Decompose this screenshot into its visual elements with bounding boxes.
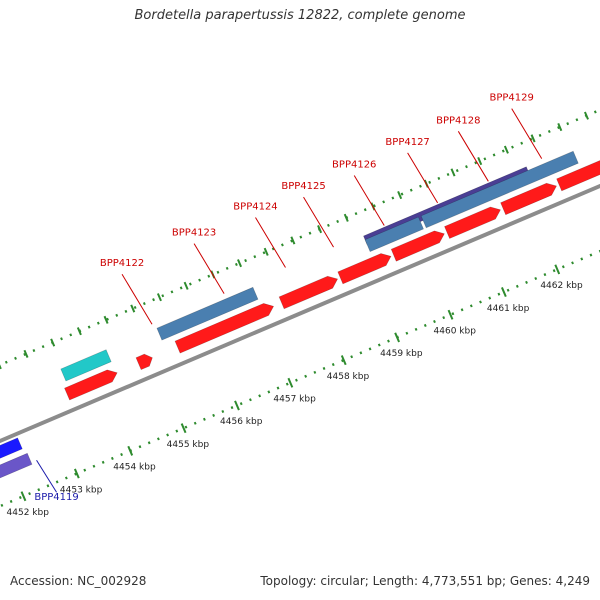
scale-tick-label: 4456 kbp bbox=[220, 417, 263, 427]
upper-guide-tick bbox=[103, 315, 109, 324]
upper-guide-tick bbox=[557, 122, 563, 132]
scale-tick-label: 4460 kbp bbox=[434, 326, 477, 336]
label-leader-line bbox=[407, 152, 439, 204]
upper-guide-tick bbox=[50, 338, 56, 347]
scale-tick bbox=[20, 491, 27, 502]
scale-tick bbox=[287, 377, 294, 388]
cds-red-7 bbox=[444, 206, 501, 239]
gene-label: BPP4123 bbox=[172, 228, 216, 239]
scale-tick-label: 4459 kbp bbox=[380, 349, 423, 359]
upper-guide-tick bbox=[130, 304, 136, 313]
feature-blocks bbox=[0, 150, 600, 479]
cds-red-2 bbox=[135, 353, 153, 370]
gene-label: BPP4126 bbox=[332, 160, 376, 171]
cds-red-3 bbox=[174, 303, 275, 354]
gene-label: BPP4119 bbox=[34, 492, 78, 503]
scale-tick bbox=[447, 309, 454, 320]
scale-tick bbox=[127, 445, 134, 456]
cds-red-9 bbox=[556, 160, 600, 192]
cds-red-8 bbox=[500, 182, 557, 216]
scale-tick-label: 4461 kbp bbox=[487, 304, 530, 314]
steel-blue-block-3 bbox=[420, 150, 579, 229]
slate-block-left bbox=[0, 452, 33, 479]
cds-red-1 bbox=[64, 369, 118, 401]
label-leader-line bbox=[457, 131, 489, 182]
cds-red-4 bbox=[278, 275, 339, 310]
upper-guide-tick bbox=[583, 111, 589, 120]
scale-tick bbox=[234, 400, 240, 411]
gene-labels: BPP4119 BPP4122 BPP4123 BPP4124 BPP4125 BPP41… bbox=[34, 93, 543, 503]
upper-guide-tick bbox=[183, 281, 189, 290]
upper-guide-tick bbox=[0, 364, 2, 370]
upper-guide-tick bbox=[156, 293, 162, 302]
scale-tick-label: 4462 kbp bbox=[540, 281, 583, 291]
scale-tick bbox=[180, 423, 187, 434]
upper-guide-tick bbox=[343, 213, 349, 222]
upper-guide-tick bbox=[530, 134, 536, 143]
scale-tick bbox=[394, 332, 400, 343]
scale-ticks: 4452 kbp 4453 kbp 4454 kbp 4455 kbp 4456 kbp… bbox=[0, 111, 589, 518]
gene-label: BPP4129 bbox=[490, 93, 534, 104]
label-leader-line bbox=[511, 108, 543, 159]
scale-tick bbox=[73, 468, 80, 479]
upper-guide-tick bbox=[237, 259, 243, 268]
label-leader-line bbox=[193, 243, 225, 294]
scale-tick-label: 4453 kbp bbox=[60, 485, 103, 495]
cyan-block bbox=[60, 349, 112, 382]
genome-backbone bbox=[0, 183, 600, 444]
scale-tick-label: 4452 kbp bbox=[7, 508, 50, 518]
blue-block-left bbox=[0, 437, 23, 459]
scale-tick bbox=[501, 287, 507, 298]
label-leader-line bbox=[303, 196, 334, 248]
steel-blue-block-2 bbox=[364, 216, 424, 252]
cds-red-6 bbox=[390, 230, 445, 262]
upper-guide-tick bbox=[263, 247, 269, 256]
label-leader-line bbox=[36, 459, 57, 493]
gene-label: BPP4125 bbox=[281, 181, 325, 192]
upper-guide-tick bbox=[503, 145, 509, 154]
steel-blue-block-1 bbox=[156, 286, 259, 341]
label-leader-line bbox=[353, 175, 385, 226]
scale-tick bbox=[340, 355, 347, 366]
label-leader-line bbox=[121, 273, 153, 325]
upper-guide-tick bbox=[23, 349, 29, 358]
scale-tick-label: 4454 kbp bbox=[113, 463, 156, 473]
accession-text: Accession: NC_002928 bbox=[10, 574, 147, 588]
upper-guide-tick bbox=[76, 327, 82, 336]
scale-tick bbox=[554, 264, 561, 275]
gene-label: BPP4124 bbox=[233, 202, 277, 213]
cds-red-5 bbox=[337, 253, 392, 285]
label-leader-line bbox=[255, 217, 286, 268]
gene-label: BPP4128 bbox=[436, 115, 480, 126]
scale-tick-label: 4455 kbp bbox=[167, 440, 210, 450]
upper-guide-tick bbox=[317, 225, 323, 234]
topology-summary-text: Topology: circular; Length: 4,773,551 bp… bbox=[260, 574, 590, 588]
upper-guide-tick bbox=[290, 236, 296, 245]
scale-tick-label: 4457 kbp bbox=[273, 395, 316, 405]
upper-guide-tick bbox=[477, 156, 483, 166]
map-title: Bordetella parapertussis 12822, complete… bbox=[134, 8, 466, 23]
gene-label: BPP4127 bbox=[385, 137, 429, 148]
scale-tick-label: 4458 kbp bbox=[327, 372, 370, 382]
upper-guide-tick bbox=[397, 191, 403, 200]
upper-guide-tick bbox=[450, 168, 456, 177]
gene-label: BPP4122 bbox=[100, 258, 144, 269]
